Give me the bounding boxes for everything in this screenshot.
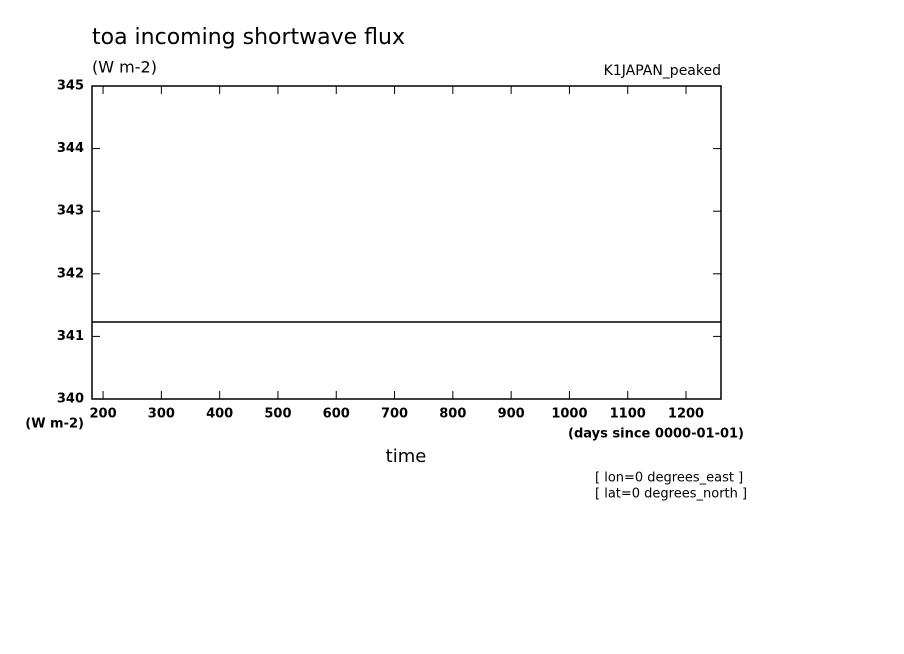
chart-title: toa incoming shortwave flux [92,25,405,50]
x-tick-label: 500 [264,407,291,422]
y-tick-label: 340 [57,392,84,407]
y-tick-label: 341 [57,329,84,344]
x-tick-label: 600 [323,407,350,422]
x-tick-label: 400 [206,407,233,422]
x-tick-label: 1200 [668,407,704,422]
subtitle: (W m-2) [92,58,157,77]
annotation: [ lon=0 degrees_east ] [595,471,743,486]
x-tick-label: 300 [148,407,175,422]
y-tick-label: 345 [57,79,84,94]
x-units-label: (days since 0000-01-01) [568,427,744,442]
x-axis-label: time [386,446,427,467]
annotation: [ lat=0 degrees_north ] [595,487,747,502]
x-tick-label: 700 [381,407,408,422]
x-tick-label: 1000 [551,407,587,422]
dataset-label: K1JAPAN_peaked [604,63,721,79]
x-tick-label: 1100 [610,407,646,422]
x-tick-label: 200 [90,407,117,422]
x-tick-label: 900 [498,407,525,422]
x-tick-label: 800 [439,407,466,422]
y-tick-label: 342 [57,266,84,281]
plot-frame [91,85,722,400]
y-axis-label: (W m-2) [25,417,84,432]
y-tick-label: 343 [57,204,84,219]
y-tick-label: 344 [57,141,84,156]
